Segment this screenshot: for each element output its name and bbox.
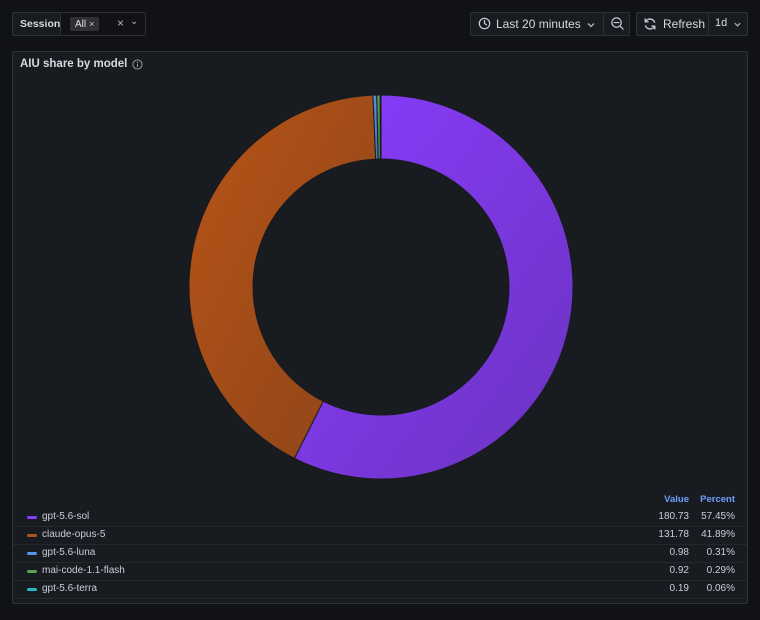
legend-item[interactable]: gpt-5.6-sol 180.73 57.45%: [13, 508, 747, 527]
donut-slice-claude-opus-5[interactable]: [188, 94, 377, 460]
clear-selection-icon[interactable]: ×: [117, 16, 125, 30]
dashboard-toolbar: Session All × × ⌄ Last 20 minutes Refresh…: [0, 0, 760, 48]
legend-label: gpt-5.6-luna: [42, 547, 96, 558]
legend-label: gpt-5.6-terra: [42, 583, 98, 594]
legend-header-percent[interactable]: Percent: [700, 494, 735, 505]
chevron-down-icon[interactable]: ⌄: [130, 16, 139, 27]
legend-percent: 0.31%: [706, 547, 735, 558]
chip-label: All: [75, 19, 87, 30]
session-variable-select[interactable]: All × × ⌄: [60, 12, 146, 36]
clock-icon: [478, 17, 491, 30]
legend-item[interactable]: gpt-5.6-luna 0.98 0.31%: [13, 544, 747, 563]
refresh-button[interactable]: Refresh: [663, 17, 706, 31]
legend-value: 0.92: [669, 565, 689, 576]
legend-swatch: [27, 570, 37, 573]
legend-percent: 0.06%: [706, 583, 735, 594]
legend-label: claude-opus-5: [42, 529, 106, 540]
legend-item[interactable]: gpt-5.6-terra 0.19 0.06%: [13, 580, 747, 599]
zoom-out-icon[interactable]: [610, 16, 625, 31]
divider: [603, 13, 604, 35]
legend-swatch: [27, 534, 37, 537]
chip-remove-icon[interactable]: ×: [89, 19, 95, 29]
donut-slice-gpt-5.6-sol[interactable]: [293, 94, 574, 480]
legend-percent: 41.89%: [701, 529, 735, 540]
legend-value: 0.98: [669, 547, 689, 558]
donut-chart: [188, 94, 574, 480]
chevron-down-icon: [587, 23, 595, 28]
pie-chart-panel: AIU share by model Value Percent gpt-5.6…: [12, 51, 748, 604]
legend-percent: 57.45%: [701, 511, 735, 522]
donut-slice-gpt-5.6-terra[interactable]: [379, 94, 382, 160]
panel-title: AIU share by model: [20, 58, 128, 70]
legend-item[interactable]: claude-opus-5 131.78 41.89%: [13, 526, 747, 545]
info-icon[interactable]: [132, 59, 143, 70]
legend-header-value[interactable]: Value: [664, 494, 689, 505]
refresh-control[interactable]: Refresh 1d: [636, 12, 748, 36]
refresh-icon: [644, 18, 656, 30]
legend-item[interactable]: mai-code-1.1-flash 0.92 0.29%: [13, 562, 747, 581]
legend-label: mai-code-1.1-flash: [42, 565, 125, 576]
chevron-down-icon: [734, 22, 741, 27]
refresh-interval-select[interactable]: 1d: [715, 17, 728, 29]
divider: [708, 13, 709, 35]
legend-value: 180.73: [658, 511, 689, 522]
variable-label: Session: [12, 12, 68, 36]
legend-swatch: [27, 552, 37, 555]
legend-label: gpt-5.6-sol: [42, 511, 90, 522]
selected-value-chip: All ×: [70, 17, 100, 31]
time-range-picker[interactable]: Last 20 minutes: [470, 12, 630, 36]
legend-swatch: [27, 588, 37, 591]
time-range-label: Last 20 minutes: [496, 17, 581, 31]
legend-percent: 0.29%: [706, 565, 735, 576]
legend-value: 131.78: [658, 529, 689, 540]
legend-value: 0.19: [669, 583, 689, 594]
legend-swatch: [27, 516, 37, 519]
